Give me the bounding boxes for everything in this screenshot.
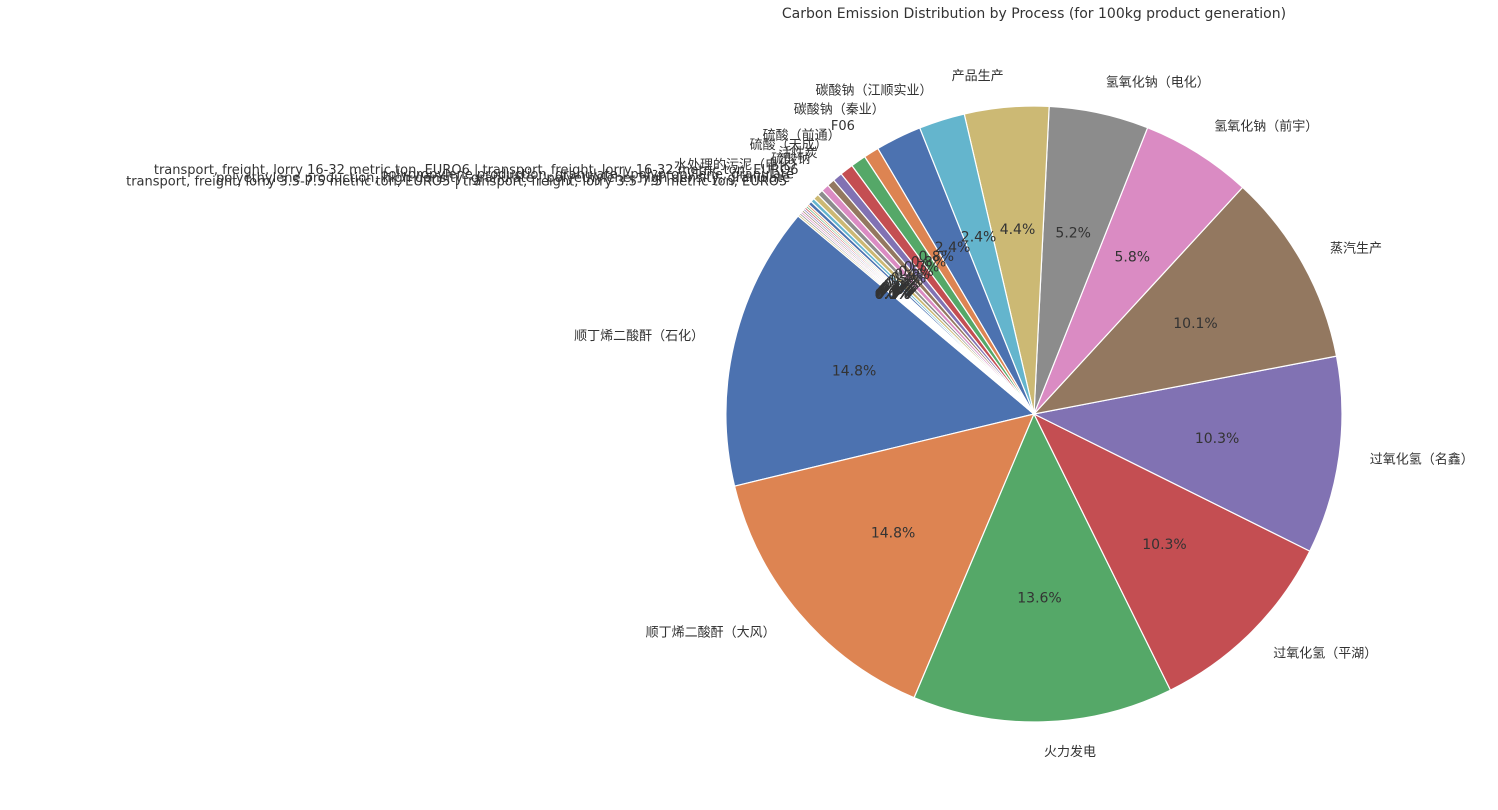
- slice-label: 火力发电: [1044, 744, 1096, 760]
- slice-label: 氢氧化钠（前宇）: [1214, 119, 1318, 135]
- slice-percent-label: 0.1%: [879, 282, 915, 298]
- slice-percent-label: 2.4%: [961, 230, 997, 246]
- slice-percent-label: 0.8%: [911, 254, 947, 270]
- slice-percent-label: 0.0%: [875, 287, 911, 303]
- pie-slice: [1032, 186, 1338, 415]
- slice-percent-label: 0.0%: [875, 287, 911, 303]
- slice-percent-label: 14.8%: [871, 526, 915, 542]
- slice-percent-label: 0.1%: [880, 282, 916, 298]
- slice-percent-label: 0.2%: [883, 278, 919, 294]
- slice-label: 氢氧化钠（电化）: [1106, 75, 1210, 90]
- slice-percent-label: 0.1%: [877, 284, 913, 300]
- slice-percent-label: 0.0%: [875, 287, 911, 303]
- slice-percent-label: 0.2%: [882, 279, 918, 295]
- slices-layer: [725, 105, 1343, 723]
- slice-label: F06: [831, 119, 855, 134]
- slice-label: transport, freight, lorry 16-32 metric t…: [154, 163, 799, 178]
- slice-percent-label: 0.4%: [894, 267, 930, 283]
- slice-label: 硫酸钠: [771, 152, 810, 167]
- slice-percent-label: 0.3%: [885, 276, 921, 292]
- slice-percent-label: 4.4%: [1000, 222, 1036, 238]
- slice-percent-label: 13.6%: [1017, 591, 1061, 607]
- slice-label: 碳酸钠（江顺实业）: [815, 83, 932, 98]
- slice-percent-label: 0.1%: [876, 286, 912, 302]
- slice-label: 蒸汽生产: [1330, 242, 1382, 257]
- slice-percent-label: 0.0%: [875, 287, 911, 303]
- slice-percent-label: 0.8%: [919, 249, 955, 265]
- pie-slice: [1032, 412, 1311, 691]
- slice-percent-label: 5.8%: [1115, 250, 1151, 266]
- slice-percent-label: 14.8%: [832, 364, 876, 380]
- slice-percent-label: 5.2%: [1055, 225, 1091, 241]
- percent-labels-layer: 14.8% 14.8% 13.6% 10.3% 10.3% 10.1% 5.8% 5.2% 4.…: [832, 222, 1239, 607]
- slice-label: 产品生产: [952, 69, 1004, 84]
- slice-label: polyethylene production, high density, g…: [216, 171, 790, 186]
- slice-label: 过氧化氢（名鑫）: [1370, 452, 1474, 468]
- slice-percent-label: 10.1%: [1173, 316, 1217, 332]
- slice-label: 硫酸（前通）: [763, 127, 841, 143]
- slice-label: 水处理的污泥（电化）: [674, 157, 804, 173]
- slice-label: 碳酸钠（秦业）: [794, 102, 885, 117]
- slice-percent-label: 0.1%: [875, 287, 911, 303]
- slice-percent-label: 0.1%: [880, 281, 916, 297]
- slice-percent-label: 10.3%: [1142, 537, 1186, 553]
- slice-percent-label: 0.3%: [888, 273, 924, 289]
- slice-label: 过氧化氢（平湖）: [1273, 646, 1377, 661]
- pie-slice: [725, 215, 1036, 487]
- slice-percent-label: 0.5%: [898, 264, 934, 280]
- slice-label: polypropylene production, granulate | po…: [380, 167, 794, 182]
- slice-percent-label: 0.1%: [878, 283, 914, 299]
- slice-percent-label: 0.0%: [875, 287, 911, 303]
- slice-percent-label: 0.7%: [904, 259, 940, 275]
- pie-slice: [1032, 355, 1343, 552]
- slice-label: 顺丁烯二酸酐（石化）: [574, 329, 704, 344]
- slice-percent-label: 2.4%: [935, 240, 971, 256]
- slice-labels-layer: 顺丁烯二酸酐（石化） 顺丁烯二酸酐（大风） 火力发电 过氧化氢（平湖） 过氧化氢（名鑫）…: [126, 69, 1474, 760]
- pie-slice: [797, 213, 1035, 415]
- slice-percent-label: 0.4%: [891, 270, 927, 286]
- slice-label: 顺丁烯二酸酐（大风）: [646, 626, 776, 641]
- pie-slice: [913, 412, 1172, 723]
- slice-label: 硫酸（天成）: [750, 138, 828, 153]
- slice-percent-label: 10.3%: [1195, 431, 1239, 447]
- chart-title: Carbon Emission Distribution by Process …: [781, 6, 1287, 22]
- pie-slice: [733, 413, 1036, 699]
- slice-label: 活性炭: [779, 146, 818, 161]
- slice-label: transport, freight, lorry 3.5-7.5 metric…: [126, 174, 787, 189]
- slice-percent-label: 0.1%: [877, 285, 913, 301]
